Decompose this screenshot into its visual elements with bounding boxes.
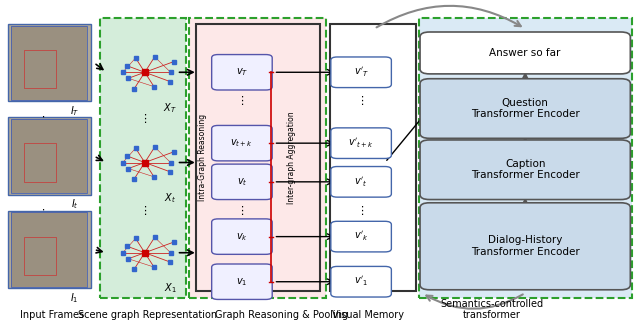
FancyBboxPatch shape	[212, 55, 272, 90]
Text: ⋮: ⋮	[37, 209, 49, 219]
Text: $X_1$: $X_1$	[164, 281, 177, 295]
Text: $v_T$: $v_T$	[236, 66, 248, 78]
Text: Graph Reasoning & Pooling: Graph Reasoning & Pooling	[215, 310, 348, 320]
Text: $I_1$: $I_1$	[70, 291, 79, 305]
Text: $v_t$: $v_t$	[237, 176, 247, 188]
FancyBboxPatch shape	[100, 18, 186, 298]
FancyBboxPatch shape	[11, 213, 88, 287]
Text: $v'_k$: $v'_k$	[354, 230, 369, 243]
Text: $v'_{t+k}$: $v'_{t+k}$	[348, 136, 374, 150]
FancyBboxPatch shape	[420, 32, 630, 74]
FancyBboxPatch shape	[331, 221, 392, 252]
Text: Semantics-controlled
transformer: Semantics-controlled transformer	[440, 299, 543, 320]
Text: Caption
Transformer Encoder: Caption Transformer Encoder	[471, 159, 580, 180]
FancyBboxPatch shape	[8, 117, 91, 195]
Text: Inter-graph Aggregation: Inter-graph Aggregation	[287, 111, 296, 204]
FancyBboxPatch shape	[331, 266, 392, 297]
Text: $v_k$: $v_k$	[236, 231, 248, 242]
Text: ⋮: ⋮	[140, 206, 150, 216]
FancyBboxPatch shape	[212, 264, 272, 299]
Text: ⋮: ⋮	[356, 96, 367, 106]
Text: Intra-Graph Reasoning: Intra-Graph Reasoning	[198, 114, 207, 201]
FancyBboxPatch shape	[11, 26, 88, 100]
FancyBboxPatch shape	[420, 203, 630, 290]
Text: Visual Memory: Visual Memory	[332, 310, 404, 320]
Text: $I_t$: $I_t$	[71, 198, 79, 211]
Text: ⋮: ⋮	[37, 116, 49, 125]
FancyBboxPatch shape	[420, 140, 630, 200]
Text: ⋮: ⋮	[236, 96, 248, 106]
Text: $v_1$: $v_1$	[236, 276, 248, 288]
FancyBboxPatch shape	[419, 18, 632, 298]
Text: ⋮: ⋮	[140, 114, 150, 124]
FancyBboxPatch shape	[196, 24, 320, 292]
FancyBboxPatch shape	[189, 18, 326, 298]
Text: Question
Transformer Encoder: Question Transformer Encoder	[471, 98, 580, 119]
Text: ⋮: ⋮	[356, 206, 367, 216]
FancyBboxPatch shape	[212, 125, 272, 161]
FancyBboxPatch shape	[331, 128, 392, 159]
Text: $v_{t+k}$: $v_{t+k}$	[230, 137, 253, 149]
FancyBboxPatch shape	[331, 166, 392, 197]
Text: $I_T$: $I_T$	[70, 104, 79, 118]
Text: $X_t$: $X_t$	[164, 191, 176, 205]
Text: Scene graph Representation: Scene graph Representation	[78, 310, 218, 320]
Text: ⋮: ⋮	[236, 206, 248, 216]
Text: $v'_t$: $v'_t$	[355, 175, 368, 188]
FancyBboxPatch shape	[420, 79, 630, 138]
Text: Input Frames: Input Frames	[20, 310, 84, 320]
FancyBboxPatch shape	[212, 164, 272, 200]
Text: $v'_T$: $v'_T$	[353, 66, 369, 79]
Text: $X_T$: $X_T$	[163, 101, 177, 115]
Text: Answer so far: Answer so far	[490, 48, 561, 58]
Text: $v'_1$: $v'_1$	[354, 275, 368, 289]
FancyBboxPatch shape	[330, 24, 415, 292]
FancyBboxPatch shape	[8, 24, 91, 101]
FancyBboxPatch shape	[11, 119, 88, 193]
FancyBboxPatch shape	[212, 219, 272, 254]
Text: Dialog-History
Transformer Encoder: Dialog-History Transformer Encoder	[471, 236, 580, 257]
FancyBboxPatch shape	[331, 57, 392, 87]
FancyBboxPatch shape	[8, 211, 91, 288]
